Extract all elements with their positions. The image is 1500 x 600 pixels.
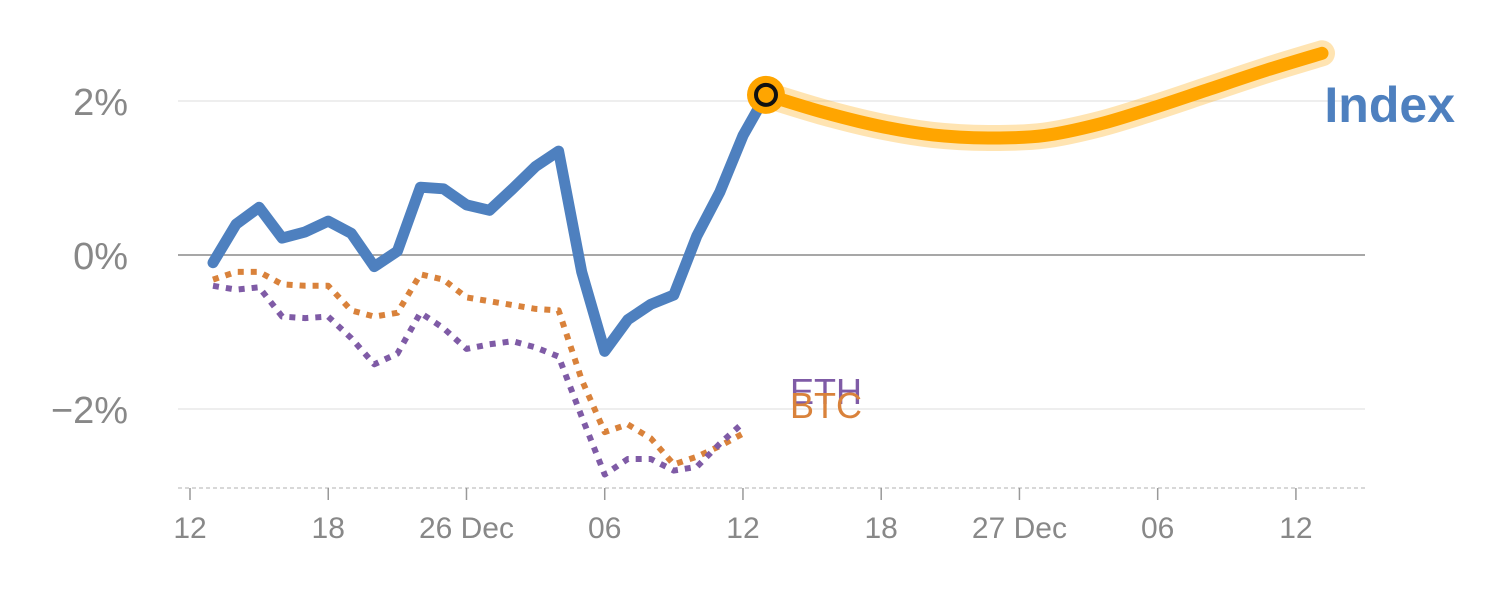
x-tick-label: 12	[173, 512, 206, 545]
series-label-btc: BTC	[790, 385, 862, 426]
x-tick-label: 06	[588, 512, 621, 545]
series-line-eth	[212, 282, 746, 478]
marker-layer	[747, 75, 785, 114]
x-tick-label: 18	[865, 512, 898, 545]
y-axis: 2% 0% −2%	[51, 82, 128, 432]
forecast-layer	[753, 40, 1335, 152]
x-tick-label: 26 Dec	[419, 512, 514, 545]
forecast-line	[759, 46, 1329, 145]
x-tick-label: 06	[1141, 512, 1174, 545]
y-tick-label: 2%	[73, 82, 128, 124]
y-tick-label: 0%	[73, 236, 128, 278]
gridlines	[178, 100, 1365, 410]
forecast-start-marker-ring	[754, 82, 778, 107]
x-tick-label: 12	[726, 512, 759, 545]
y-tick-label: −2%	[51, 390, 128, 432]
x-tick-label: 18	[312, 512, 345, 545]
series-label-index: Index	[1324, 77, 1455, 133]
series-line-btc	[212, 268, 745, 468]
x-axis: 12 18 26 Dec 06 12 18 27 Dec 06 12	[173, 487, 1365, 545]
series-label-eth: ETH	[790, 371, 862, 412]
x-tick-label: 27 Dec	[972, 512, 1067, 545]
forecast-start-marker	[747, 75, 785, 114]
series-layer	[207, 89, 772, 478]
x-tick-label: 12	[1279, 512, 1312, 545]
series-line-index	[207, 89, 772, 357]
